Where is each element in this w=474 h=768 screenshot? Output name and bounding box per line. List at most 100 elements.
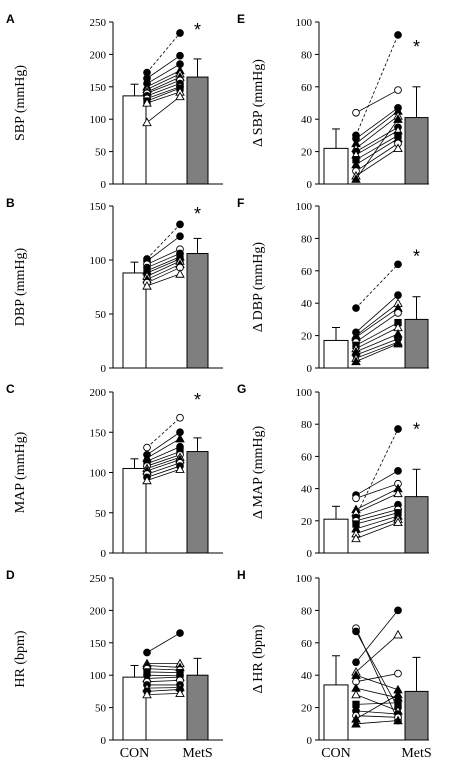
subject-line bbox=[355, 710, 399, 715]
subject-line bbox=[355, 673, 399, 683]
subject-line bbox=[355, 694, 399, 712]
subject-line bbox=[146, 87, 181, 102]
point-mets bbox=[394, 425, 402, 433]
subject-line bbox=[355, 148, 399, 177]
y-tick-label: 100 bbox=[90, 114, 107, 126]
y-tick-label: 20 bbox=[301, 703, 313, 715]
x-category-mets-right: MetS bbox=[401, 746, 431, 761]
point-mets bbox=[394, 291, 402, 299]
point-mets bbox=[176, 29, 184, 37]
subject-line bbox=[146, 417, 181, 448]
point-mets bbox=[176, 629, 184, 637]
point-con bbox=[351, 356, 361, 366]
y-tick-label: 0 bbox=[101, 735, 107, 747]
subject-line bbox=[355, 118, 399, 180]
subject-line bbox=[146, 671, 181, 674]
y-tick-label: 20 bbox=[301, 331, 313, 343]
point-mets bbox=[393, 488, 403, 498]
y-axis-title: SBP (mmHg) bbox=[13, 65, 28, 141]
subject-line bbox=[146, 446, 181, 462]
y-tick-label: 0 bbox=[101, 363, 107, 375]
subject-line bbox=[146, 668, 181, 671]
subject-line bbox=[355, 610, 399, 663]
bar-mets bbox=[186, 451, 209, 554]
subject-line bbox=[146, 79, 181, 94]
subject-line bbox=[355, 107, 399, 139]
subject-line bbox=[355, 130, 399, 156]
y-tick-label: 0 bbox=[307, 735, 313, 747]
subject-line bbox=[355, 135, 399, 161]
y-tick-label: 100 bbox=[90, 255, 107, 267]
y-axis-title: HR (bpm) bbox=[13, 630, 28, 688]
point-mets bbox=[394, 309, 402, 317]
subject-line bbox=[355, 715, 399, 718]
bar-mets bbox=[404, 318, 429, 369]
significance-star: * bbox=[194, 204, 201, 224]
subject-line bbox=[355, 138, 399, 165]
y-tick-label: 150 bbox=[90, 638, 107, 650]
subject-line bbox=[355, 504, 399, 518]
point-con bbox=[351, 174, 361, 183]
point-con bbox=[143, 648, 151, 657]
y-tick-label: 200 bbox=[90, 605, 107, 617]
subject-line bbox=[146, 679, 181, 683]
subject-line bbox=[355, 488, 399, 510]
bar-mets bbox=[404, 117, 429, 185]
subject-line bbox=[355, 341, 399, 359]
subject-line bbox=[146, 76, 181, 93]
subject-line bbox=[146, 91, 181, 104]
y-tick-label: 150 bbox=[90, 427, 107, 439]
bar-mets bbox=[404, 496, 429, 554]
point-con bbox=[352, 658, 360, 667]
point-mets bbox=[394, 606, 402, 615]
y-tick-label: 60 bbox=[301, 638, 313, 650]
point-con bbox=[351, 533, 361, 543]
panel-letter: D bbox=[6, 568, 15, 582]
y-tick-label: 100 bbox=[90, 468, 107, 480]
point-con bbox=[142, 475, 152, 485]
subject-line bbox=[146, 256, 181, 272]
subject-line bbox=[146, 459, 181, 472]
y-tick-label: 150 bbox=[90, 82, 107, 94]
subject-line bbox=[146, 465, 181, 478]
significance-star: * bbox=[413, 247, 420, 267]
y-axis-title: Δ HR (bpm) bbox=[251, 624, 266, 693]
subject-line bbox=[146, 456, 181, 469]
y-axis-title: DBP (mmHg) bbox=[13, 247, 28, 326]
subject-line bbox=[355, 512, 399, 525]
point-con bbox=[142, 689, 152, 699]
bar-mets bbox=[186, 674, 209, 741]
subject-line bbox=[146, 83, 181, 97]
y-tick-label: 40 bbox=[301, 298, 313, 310]
y-tick-label: 50 bbox=[95, 147, 107, 159]
y-axis-title: Δ SBP (mmHg) bbox=[251, 59, 266, 147]
point-con bbox=[352, 627, 360, 636]
point-con bbox=[351, 718, 361, 728]
panel-letter: G bbox=[237, 382, 246, 396]
subject-line bbox=[355, 338, 399, 356]
point-mets bbox=[176, 51, 184, 60]
y-tick-label: 60 bbox=[301, 266, 313, 278]
y-tick-label: 100 bbox=[296, 387, 313, 399]
subject-line bbox=[355, 720, 399, 725]
bar-con bbox=[323, 339, 349, 369]
subject-line bbox=[146, 253, 181, 268]
subject-line bbox=[146, 32, 181, 73]
subject-line bbox=[355, 143, 399, 172]
point-con bbox=[142, 280, 152, 290]
subject-line bbox=[355, 631, 399, 708]
y-tick-label: 50 bbox=[95, 508, 107, 520]
bar-mets bbox=[186, 76, 209, 185]
bar-con bbox=[323, 684, 349, 741]
point-con bbox=[143, 443, 151, 452]
bar-con bbox=[122, 676, 147, 741]
subject-line bbox=[146, 73, 181, 90]
panel-b: B DBP (mmHg) 0 50 100 150 * bbox=[6, 196, 223, 375]
panel-letter: E bbox=[237, 12, 245, 26]
panel-e: E Δ SBP (mmHg) 0 20 40 60 80 100 * bbox=[237, 12, 429, 191]
subject-line bbox=[146, 431, 181, 456]
point-con bbox=[351, 689, 361, 699]
subject-line bbox=[355, 89, 399, 114]
subject-line bbox=[146, 632, 181, 653]
